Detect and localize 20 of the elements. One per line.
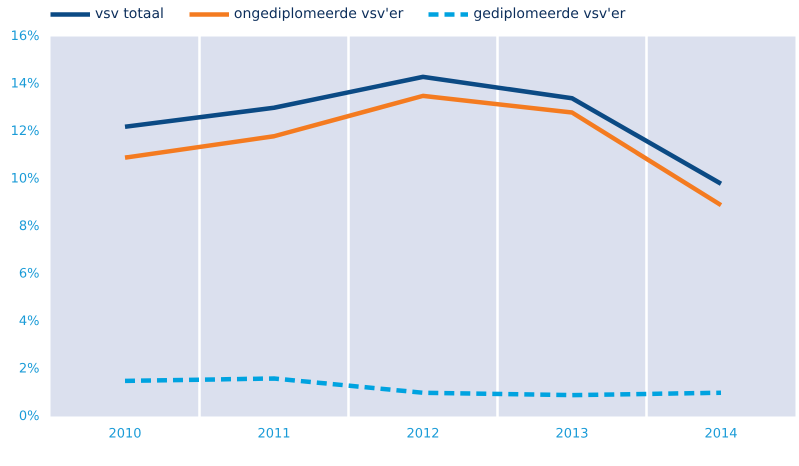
y-tick-label: 12%	[10, 124, 40, 139]
line-series	[122, 94, 724, 208]
legend-label: gediplomeerde vsv'er	[473, 6, 626, 22]
x-tick-label: 2011	[257, 426, 291, 442]
legend-label: vsv totaal	[95, 6, 164, 22]
x-tick-label: 2010	[108, 426, 142, 442]
y-tick-label: 0%	[18, 409, 40, 424]
y-tick-label: 16%	[10, 29, 40, 44]
line-series	[122, 74, 724, 186]
y-tick-label: 4%	[18, 314, 40, 329]
y-tick-label: 14%	[10, 76, 40, 92]
y-tick-label: 10%	[10, 172, 40, 186]
line-series	[122, 376, 724, 398]
legend-label: ongediplomeerde vsv'er	[234, 6, 404, 22]
x-tick-label: 2013	[555, 426, 589, 442]
x-tick-label: 2012	[406, 426, 440, 442]
y-tick-label: 8%	[18, 219, 40, 234]
y-tick-label: 2%	[18, 362, 40, 376]
x-tick-label: 2014	[704, 426, 738, 442]
y-tick-label: 6%	[18, 266, 40, 282]
